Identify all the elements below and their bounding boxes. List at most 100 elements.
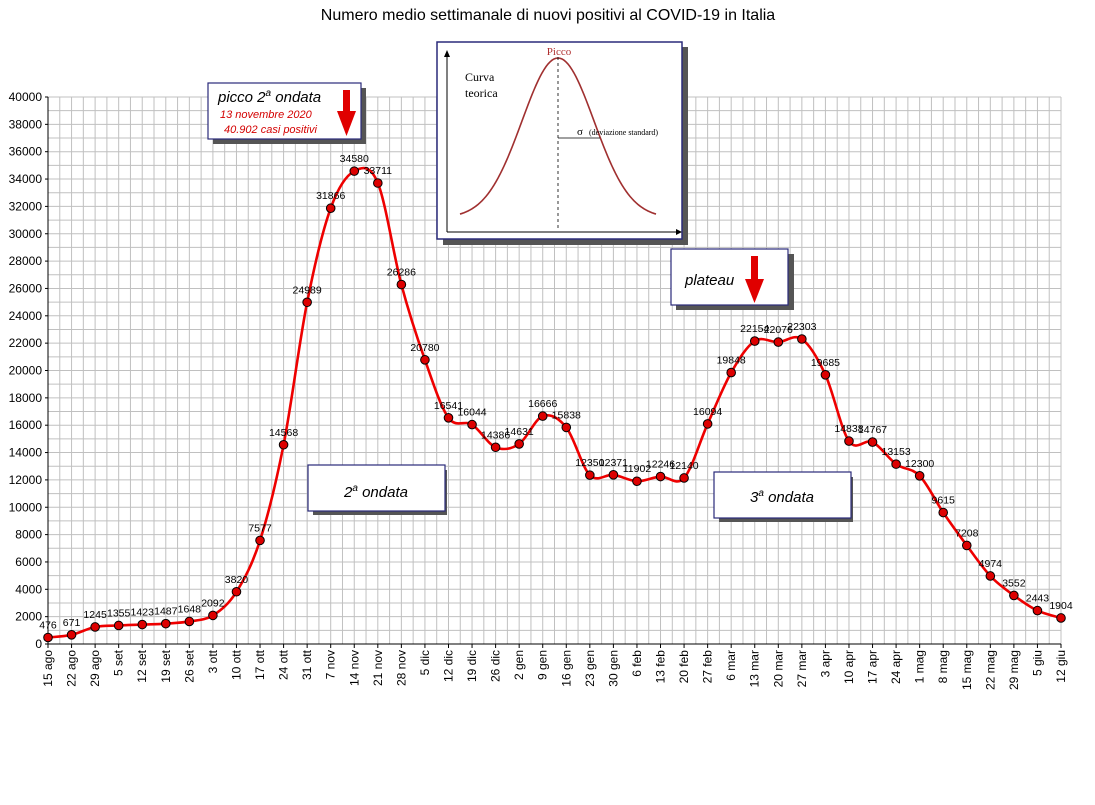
x-tick-label: 31 ott bbox=[300, 649, 314, 680]
data-point bbox=[467, 419, 477, 430]
x-tick-label: 20 feb bbox=[677, 650, 691, 684]
data-point bbox=[43, 632, 53, 643]
data-label: 1423 bbox=[131, 607, 155, 619]
data-point bbox=[797, 334, 807, 344]
inset-arrow-up-icon bbox=[444, 50, 450, 57]
x-tick-label: 15 mag bbox=[960, 650, 974, 690]
data-point bbox=[137, 619, 148, 630]
x-tick-label: 3 apr bbox=[818, 650, 832, 677]
inset-sigma-symbol: σ bbox=[577, 126, 583, 138]
plateau-annotation-box: plateau bbox=[670, 248, 794, 310]
data-label: 671 bbox=[63, 617, 81, 629]
x-tick-label: 26 dic bbox=[489, 650, 503, 682]
data-point bbox=[891, 459, 901, 469]
data-point bbox=[537, 411, 548, 421]
data-point bbox=[349, 166, 360, 176]
data-point bbox=[773, 337, 784, 347]
data-point bbox=[726, 367, 736, 378]
data-point bbox=[938, 507, 949, 518]
x-tick-label: 30 gen bbox=[606, 650, 620, 687]
y-tick-label: 20000 bbox=[9, 364, 43, 378]
data-label: 22303 bbox=[787, 321, 816, 333]
y-tick-label: 14000 bbox=[9, 446, 43, 460]
data-point bbox=[632, 476, 642, 487]
inset-peak-label: Picco bbox=[547, 46, 572, 58]
data-label: 24989 bbox=[293, 284, 322, 296]
x-tick-label: 16 gen bbox=[559, 650, 573, 687]
data-label: 33711 bbox=[364, 165, 393, 177]
peak-box-count: 40.902 casi positivi bbox=[224, 124, 317, 136]
inset-arrow-right-icon bbox=[676, 229, 682, 235]
data-label: 3552 bbox=[1002, 577, 1026, 589]
data-label: 12350 bbox=[575, 457, 604, 469]
data-label: 12246 bbox=[646, 459, 675, 471]
data-label: 2443 bbox=[1026, 593, 1050, 605]
wave2-annotation-box: 2a ondata bbox=[307, 464, 447, 515]
data-point bbox=[1056, 613, 1066, 623]
y-tick-label: 2000 bbox=[15, 610, 42, 624]
data-label: 15838 bbox=[552, 409, 581, 421]
data-point bbox=[325, 203, 336, 214]
x-tick-label: 15 ago bbox=[41, 650, 55, 687]
x-tick-label: 21 nov bbox=[371, 650, 385, 686]
data-label: 7208 bbox=[955, 527, 979, 539]
y-tick-label: 10000 bbox=[9, 500, 43, 514]
data-label: 22154 bbox=[740, 323, 769, 335]
data-point bbox=[1032, 605, 1043, 616]
data-point bbox=[113, 620, 124, 631]
y-tick-label: 4000 bbox=[15, 582, 42, 596]
data-point bbox=[184, 616, 195, 627]
y-tick-label: 28000 bbox=[9, 254, 43, 268]
x-tick-label: 6 mar bbox=[724, 650, 738, 681]
data-point bbox=[373, 178, 383, 188]
x-tick-label: 2 gen bbox=[512, 650, 526, 680]
x-tick-label: 13 mar bbox=[748, 650, 762, 687]
inset-curve-label-1: Curva bbox=[465, 70, 495, 84]
data-label: 16666 bbox=[528, 398, 557, 410]
data-point bbox=[420, 355, 430, 365]
y-tick-label: 32000 bbox=[9, 199, 43, 213]
data-label: 31866 bbox=[316, 190, 345, 202]
data-label: 19685 bbox=[811, 357, 840, 369]
data-label: 14767 bbox=[858, 424, 887, 436]
data-point bbox=[208, 610, 218, 621]
x-tick-label: 24 ott bbox=[277, 649, 291, 680]
y-tick-label: 24000 bbox=[9, 309, 43, 323]
data-point bbox=[961, 540, 972, 551]
theoretical-curve-inset: Picco Curva teorica σ (deviazione standa… bbox=[436, 41, 688, 245]
data-label: 12140 bbox=[669, 460, 698, 472]
data-point bbox=[302, 297, 312, 308]
data-label: 14838 bbox=[834, 423, 863, 435]
data-label: 12371 bbox=[599, 457, 628, 469]
data-point bbox=[231, 586, 242, 597]
data-point bbox=[255, 535, 265, 546]
x-tick-label: 17 apr bbox=[866, 650, 880, 684]
y-tick-label: 30000 bbox=[9, 227, 43, 241]
x-tick-label: 12 dic bbox=[441, 650, 455, 682]
y-tick-label: 8000 bbox=[15, 528, 42, 542]
x-tick-label: 3 ott bbox=[206, 649, 220, 673]
peak-box-date: 13 novembre 2020 bbox=[220, 109, 313, 121]
data-label: 22076 bbox=[764, 324, 793, 336]
y-tick-label: 40000 bbox=[9, 90, 43, 104]
data-point bbox=[90, 622, 100, 632]
data-point bbox=[160, 618, 171, 629]
x-tick-label: 10 apr bbox=[842, 650, 856, 684]
x-tick-label: 27 feb bbox=[701, 650, 715, 684]
data-point bbox=[278, 439, 289, 450]
x-tick-label: 24 apr bbox=[889, 650, 903, 684]
x-tick-label: 29 mag bbox=[1007, 650, 1021, 690]
data-label: 4974 bbox=[979, 558, 1003, 570]
x-tick-label: 19 dic bbox=[465, 650, 479, 682]
y-tick-label: 0 bbox=[35, 637, 42, 651]
data-point bbox=[985, 571, 996, 581]
data-point bbox=[490, 442, 501, 453]
data-label: 9615 bbox=[932, 495, 956, 507]
data-point bbox=[608, 470, 619, 480]
y-tick-label: 22000 bbox=[9, 336, 43, 350]
down-arrow-icon bbox=[337, 90, 356, 136]
inset-sigma-label: (deviazione standard) bbox=[589, 128, 658, 137]
data-label: 14631 bbox=[505, 426, 534, 438]
data-label: 1355 bbox=[107, 607, 131, 619]
x-tick-label: 10 ott bbox=[229, 649, 243, 680]
